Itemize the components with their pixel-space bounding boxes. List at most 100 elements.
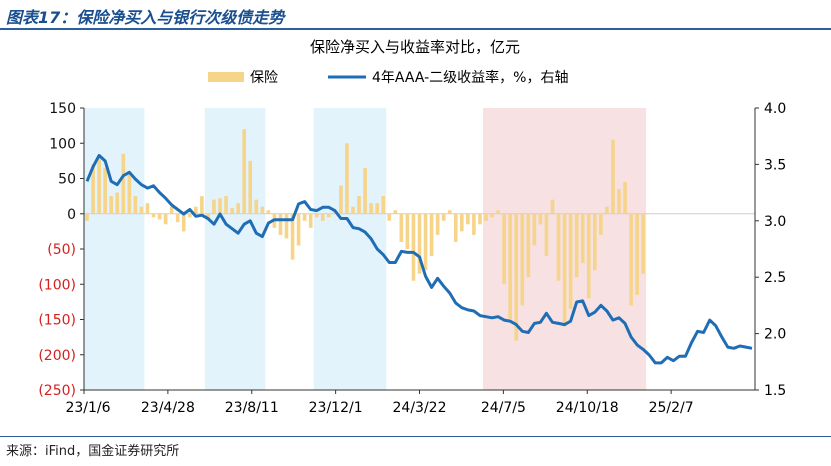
bar: [514, 213, 519, 341]
left-tick-label: (50): [47, 242, 76, 258]
legend-label-line: 4年AAA-二级收益率，%，右轴: [372, 69, 568, 86]
bar: [236, 203, 240, 214]
bar: [586, 213, 591, 299]
bar: [314, 213, 319, 218]
bar: [163, 213, 168, 225]
bar: [393, 210, 398, 214]
right-tick-label: 4.0: [764, 101, 786, 117]
bar: [635, 213, 639, 295]
bar: [423, 213, 428, 271]
bar: [254, 199, 259, 214]
left-tick-label: (100): [38, 277, 76, 293]
bar: [592, 213, 597, 271]
x-tick-label: 24/10/18: [556, 400, 619, 416]
bar: [97, 157, 101, 214]
bar: [429, 213, 434, 257]
bar: [206, 213, 210, 220]
bar: [544, 213, 549, 257]
bar: [157, 213, 162, 220]
left-tick-label: 150: [49, 101, 76, 117]
bar: [363, 167, 367, 214]
bar: [351, 206, 355, 214]
bar: [139, 206, 144, 214]
bar: [266, 210, 271, 214]
shaded-period-1: [204, 108, 266, 390]
figure-title: 图表17：保险净买入与银行次级债走势: [6, 8, 285, 27]
bar: [375, 203, 379, 214]
bar: [109, 196, 114, 214]
yield-line: [85, 153, 753, 365]
chart-title: 保险净买入与收益率对比，亿元: [310, 38, 520, 56]
bar: [369, 203, 373, 214]
legend-label-bar: 保险: [250, 70, 278, 86]
bar: [526, 213, 531, 278]
bar: [460, 213, 464, 232]
source-note: 来源：iFind，国金证券研究所: [6, 444, 180, 459]
bar: [151, 213, 156, 218]
title-rule: [0, 28, 831, 30]
left-tick-label: (200): [38, 348, 76, 364]
bar: [200, 196, 204, 214]
bar: [466, 213, 470, 225]
x-tick-label: 25/2/7: [649, 400, 694, 416]
bar: [441, 213, 446, 221]
bar: [472, 213, 476, 235]
bar: [399, 213, 404, 242]
bar: [339, 185, 343, 214]
bar: [387, 213, 392, 221]
bar: [562, 213, 567, 327]
left-tick-label: 0: [67, 207, 76, 223]
left-tick-label: 100: [49, 136, 76, 152]
bar: [556, 213, 561, 281]
x-tick-label: 23/4/28: [141, 400, 195, 416]
bar: [550, 199, 555, 214]
bar: [574, 213, 579, 278]
right-tick-label: 3.5: [764, 157, 786, 173]
bar: [212, 199, 216, 214]
right-tick-label: 2.5: [764, 270, 786, 286]
bar: [194, 206, 198, 214]
bar: [187, 213, 192, 218]
bar: [260, 206, 265, 214]
shaded-periods: [84, 108, 647, 390]
bar: [496, 210, 500, 214]
left-tick-label: 50: [58, 172, 76, 188]
bar: [617, 189, 621, 214]
left-tick-label: (250): [38, 383, 76, 399]
bar: [103, 167, 107, 214]
bar: [327, 213, 331, 218]
bottom-rule: [0, 436, 831, 437]
bar: [532, 213, 537, 246]
bar: [357, 196, 361, 214]
bar: [224, 196, 228, 214]
bar: [478, 213, 482, 225]
bar: [599, 213, 603, 235]
right-tick-label: 2.0: [764, 327, 786, 343]
bar: [508, 213, 512, 320]
line-series-yield: [85, 153, 753, 365]
bar: [169, 206, 174, 214]
legend-swatch-bar: [208, 72, 244, 82]
bar: [502, 213, 506, 285]
bar: [278, 213, 283, 235]
bar: [605, 206, 609, 214]
bar: [248, 160, 253, 214]
bar: [85, 213, 89, 221]
bar: [145, 203, 150, 214]
legend: 保险 4年AAA-二级收益率，%，右轴: [208, 69, 568, 86]
bar: [381, 196, 386, 214]
x-tick-label: 24/7/5: [481, 400, 526, 416]
bar: [218, 198, 222, 214]
bar: [538, 213, 543, 225]
bar: [133, 196, 138, 214]
x-tick-label: 23/1/6: [65, 400, 110, 416]
bar: [175, 213, 180, 223]
bar: [447, 210, 452, 214]
bar: [417, 213, 422, 274]
x-tick-label: 24/3/22: [393, 400, 447, 416]
bar-series-insurance: [85, 129, 645, 341]
bar: [115, 192, 120, 214]
bar: [580, 213, 585, 264]
bar: [490, 213, 494, 218]
right-tick-label: 3.0: [764, 214, 786, 230]
